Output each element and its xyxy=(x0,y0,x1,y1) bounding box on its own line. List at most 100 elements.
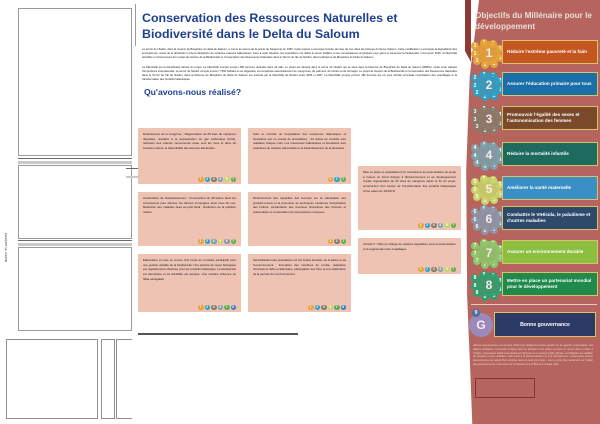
mdg-mini-badge: 4 xyxy=(473,159,481,167)
mdg-mini-badge: 5 xyxy=(471,186,479,194)
mdg-badge-3: 3 xyxy=(211,176,217,182)
mdg-mini-badge: 8 xyxy=(490,292,498,300)
mdg-mini-badge: 7 xyxy=(471,250,479,258)
mdg-badge-2: 2 xyxy=(424,222,430,228)
mdg-mini-badge: 4 xyxy=(471,152,479,160)
left-panel-divider-3 xyxy=(18,240,132,241)
achievement-card: Reboisement de la mangrove : Régénératio… xyxy=(138,128,241,184)
title-left-rule xyxy=(135,4,136,46)
mdg-mini-badge: 5 xyxy=(496,190,504,198)
mdg-badge-7: 7 xyxy=(224,304,230,310)
card-text: Amélioration de l'assainissement : Const… xyxy=(143,196,236,214)
bottom-box-2 xyxy=(101,339,115,419)
section-heading: Qu'avons-nous réalisé? xyxy=(144,87,242,98)
mdg-goal-2[interactable]: 2222222222Assurer l'éducation primaire p… xyxy=(471,71,599,101)
mdg-number-cluster: 3333333333 xyxy=(471,105,505,135)
mdg-goal-3[interactable]: 3333333333Promouvoir l'égalité des sexes… xyxy=(471,105,599,135)
mdg-mini-badge: 5 xyxy=(490,196,498,204)
mdg-goal-5[interactable]: 5555555555Améliorer la santé maternelle xyxy=(471,175,599,205)
mdg-goal-1[interactable]: 1111111111Réduire l'extrême pauvreté et … xyxy=(471,39,599,69)
mdg-badge-6: 6 xyxy=(224,238,230,244)
left-panel-divider-1 xyxy=(18,158,132,159)
mdg-mini-badge: 3 xyxy=(490,126,498,134)
mdg-mini-badge: 1 xyxy=(471,42,479,50)
mdg-badge-7: 7 xyxy=(340,238,346,244)
governance-description: «Bonne gouvernance» est souvent utilisé … xyxy=(473,344,593,366)
mdg-mini-badge: 6 xyxy=(471,216,479,224)
mdg-goal-number: 6 xyxy=(477,207,501,231)
page-title: Conservation des Ressources Naturelles e… xyxy=(142,11,398,41)
mdg-mini-badge: 8 xyxy=(481,293,489,301)
mdg-goal-number: 8 xyxy=(477,273,501,297)
mdg-goal-4[interactable]: 4444444444Réduire la mortalité infantile xyxy=(471,141,599,171)
card-text: Renforcement des capacités des femmes su… xyxy=(253,196,346,214)
mdg-mini-badge: 7 xyxy=(481,261,489,269)
mdg-mini-badge: 5 xyxy=(481,197,489,205)
mdg-mini-badge: 1 xyxy=(490,60,498,68)
mdg-number-cluster: 4444444444 xyxy=(471,141,505,171)
mdg-badge-7: 7 xyxy=(340,176,346,182)
mdg-badge-5: 5 xyxy=(224,176,230,182)
mdg-mini-badge: 3 xyxy=(473,123,481,131)
mdg-goal-label: Assurer un environnement durable xyxy=(502,240,598,264)
card-text: Elaboration et mise en œuvre d'un Code d… xyxy=(143,258,236,281)
mdg-badge-2: 2 xyxy=(424,266,430,272)
governance-letter-badge: G xyxy=(469,313,493,337)
mdg-number-cluster: 1111111111 xyxy=(471,39,505,69)
mdg-mini-badge: 2 xyxy=(471,82,479,90)
mdg-badge-3: 3 xyxy=(334,238,340,244)
mdg-mini-badge: 6 xyxy=(471,208,479,216)
mdg-badge-5: 5 xyxy=(444,266,450,272)
mdg-number-cluster: 6666666666 xyxy=(471,205,505,235)
poster-root: Conservation des Ressources Naturelles e… xyxy=(126,0,600,424)
mdg-mini-badge: 8 xyxy=(471,274,479,282)
mdg-mini-badge: 2 xyxy=(473,89,481,97)
mdg-goal-7[interactable]: 7777777777Assurer un environnement durab… xyxy=(471,239,599,269)
mdg-mini-badge: 6 xyxy=(496,220,504,228)
mdg-mini-badge: 7 xyxy=(496,254,504,262)
panel-corner-triangle xyxy=(465,0,471,62)
mdg-mini-badge: 4 xyxy=(481,163,489,171)
card-text: Suivi et contrôle de l'exploitation des … xyxy=(253,132,346,150)
mdg-mini-badge: 7 xyxy=(490,260,498,268)
governance-label: Bonne gouvernance xyxy=(494,312,596,337)
governance-mini-badge: 9 xyxy=(472,309,480,317)
mdg-badge-3: 3 xyxy=(321,304,327,310)
mdg-badge-1: 1 xyxy=(327,238,333,244)
mdg-goal-number: 7 xyxy=(477,241,501,265)
mdg-mini-badge: 3 xyxy=(471,108,479,116)
mdg-mini-badge: 2 xyxy=(481,93,489,101)
mdg-mini-badge: 6 xyxy=(481,227,489,235)
mdg-badge-2: 2 xyxy=(334,176,340,182)
mdg-badge-4: 4 xyxy=(437,266,443,272)
mdg-goal-label: Mettre en place un partenariat mondial p… xyxy=(502,272,598,296)
governance-row[interactable]: G 9 Bonne gouvernance xyxy=(469,309,599,338)
mdg-mini-badge: 1 xyxy=(473,57,481,65)
achievement-card: Sensibilisation des populations sur les … xyxy=(248,254,351,312)
mdg-badge-1: 1 xyxy=(198,304,204,310)
mdg-goal-label: Améliorer la santé maternelle xyxy=(502,176,598,200)
mdg-badge-4: 4 xyxy=(217,304,223,310)
mdg-mini-badge: 2 xyxy=(496,86,504,94)
mdg-goal-label: Réduire l'extrême pauvreté et la faim xyxy=(502,40,598,64)
mdg-mini-badge: 8 xyxy=(471,282,479,290)
card-text: Activité 6 : Mise en charge de vasières … xyxy=(363,242,456,251)
mdg-mini-badge: 5 xyxy=(471,178,479,186)
achievement-card: Renforcement des capacités des femmes su… xyxy=(248,192,351,246)
mdg-badge-7: 7 xyxy=(334,304,340,310)
mdg-badge-7: 7 xyxy=(230,238,236,244)
mdg-goal-number: 2 xyxy=(477,73,501,97)
mdg-badge-2: 2 xyxy=(204,176,210,182)
mdg-goal-8[interactable]: 8888888888Mettre en place un partenariat… xyxy=(471,271,599,301)
intro-paragraph-2: La FELOGIE est la bénéficiaire directe d… xyxy=(142,65,457,82)
left-panel-divider-2 xyxy=(18,161,132,164)
content-left-rule-2 xyxy=(126,176,140,178)
mdg-goal-6[interactable]: 6666666666Combattre le VIH/sida, le palu… xyxy=(471,205,599,235)
mdg-badge-3: 3 xyxy=(431,266,437,272)
mdg-goal-label: Assurer l'éducation primaire pour tous xyxy=(502,72,598,96)
content-bottom-rule xyxy=(138,333,298,335)
mdg-mini-badge: 1 xyxy=(496,54,504,62)
mdg-badge-4: 4 xyxy=(211,238,217,244)
